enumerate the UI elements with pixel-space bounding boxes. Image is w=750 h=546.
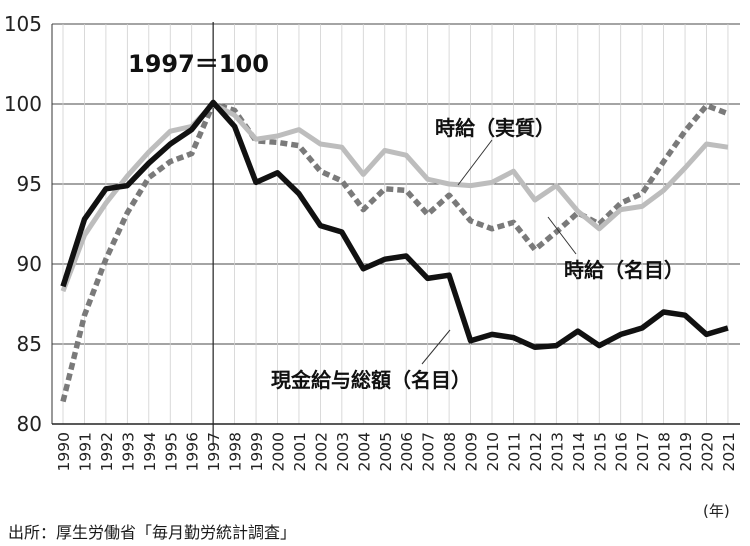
x-tick-label-2005: 2005 xyxy=(377,432,395,471)
y-tick-label-95: 95 xyxy=(17,172,42,196)
source-note: 出所：厚生労働省「毎月勤労統計調査」 xyxy=(8,523,297,542)
x-tick-label-2002: 2002 xyxy=(312,432,330,471)
x-tick-label-2014: 2014 xyxy=(570,432,588,471)
x-tick-label-2012: 2012 xyxy=(527,432,545,471)
y-tick-label-105: 105 xyxy=(4,12,42,36)
series-label-1: 時給（実質） xyxy=(435,116,555,140)
x-tick-label-1998: 1998 xyxy=(227,432,245,471)
x-tick-label-2017: 2017 xyxy=(634,432,652,471)
x-tick-label-1995: 1995 xyxy=(162,432,180,471)
series-group xyxy=(60,99,729,403)
x-tick-label-2000: 2000 xyxy=(270,432,288,471)
leader-line-real-hourly xyxy=(457,139,493,186)
x-tick-label-2015: 2015 xyxy=(591,432,609,471)
leader-line-nominal-hourly xyxy=(547,216,577,255)
x-tick-labels: 1990 1991 1992 1993 1994 1995 1996 1997 1998 1999… xyxy=(55,432,738,471)
x-tick-label-2021: 2021 xyxy=(720,432,738,471)
x-tick-label-1990: 1990 xyxy=(55,432,73,471)
x-tick-label-1994: 1994 xyxy=(141,432,159,471)
x-tick-label-2020: 2020 xyxy=(699,432,717,471)
x-axis-unit: (年) xyxy=(703,502,730,520)
x-tick-label-2016: 2016 xyxy=(613,432,631,471)
leader-line-total-wage xyxy=(421,329,451,365)
reference-line-label: 1997＝100 xyxy=(128,50,269,78)
x-tick-label-1991: 1991 xyxy=(76,432,94,471)
series-label-2: 時給（名目） xyxy=(564,258,684,282)
x-tick-label-2004: 2004 xyxy=(355,432,373,471)
y-tick-label-85: 85 xyxy=(17,332,42,356)
gridlines xyxy=(52,23,740,424)
x-tick-label-1997: 1997 xyxy=(205,432,223,471)
y-tick-label-90: 90 xyxy=(17,252,42,276)
x-tick-label-2010: 2010 xyxy=(484,432,502,471)
x-tick-label-1993: 1993 xyxy=(119,432,137,471)
y-tick-labels: 80 85 90 95 100 105 xyxy=(4,12,42,436)
x-tick-label-2011: 2011 xyxy=(505,432,523,471)
x-tick-label-2007: 2007 xyxy=(420,432,438,471)
y-tick-label-100: 100 xyxy=(4,92,42,116)
series-line-0 xyxy=(60,99,729,350)
series-line-1 xyxy=(60,101,729,293)
x-tick-label-2019: 2019 xyxy=(677,432,695,471)
x-tick-label-2008: 2008 xyxy=(441,432,459,471)
x-tick-label-2018: 2018 xyxy=(656,432,674,471)
series-label-0: 現金給与総額（名目） xyxy=(271,368,471,392)
annotations: 1997＝100 時給（実質） 時給（名目） 現金給与総額（名目） xyxy=(128,50,684,392)
x-tick-label-2009: 2009 xyxy=(463,432,481,471)
y-tick-label-80: 80 xyxy=(17,412,42,436)
x-tick-label-2003: 2003 xyxy=(334,432,352,471)
x-tick-label-1992: 1992 xyxy=(98,432,116,471)
x-tick-label-2006: 2006 xyxy=(398,432,416,471)
x-tick-label-2013: 2013 xyxy=(548,432,566,471)
x-tick-label-2001: 2001 xyxy=(291,432,309,471)
x-tick-label-1996: 1996 xyxy=(184,432,202,471)
series-line-2 xyxy=(60,101,729,403)
x-tick-label-1999: 1999 xyxy=(248,432,266,471)
